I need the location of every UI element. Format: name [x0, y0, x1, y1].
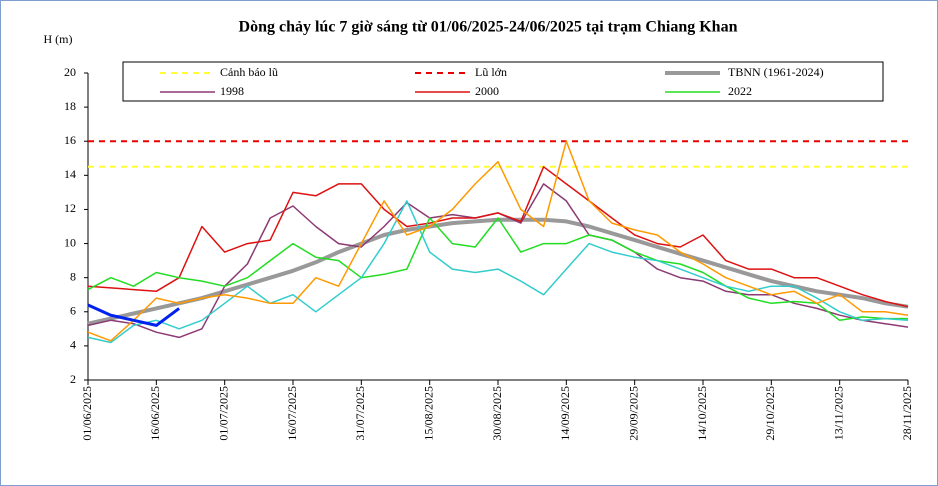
- legend-label: Lũ lớn: [475, 65, 507, 79]
- x-tick-label: 28/11/2025: [900, 386, 914, 440]
- chart-title: Dòng chảy lúc 7 giờ sáng từ 01/06/2025-2…: [239, 19, 738, 36]
- series-line: [87, 166, 909, 308]
- series-line: [87, 303, 180, 327]
- y-tick-label: 20: [64, 65, 76, 79]
- y-tick-label: 6: [70, 304, 76, 318]
- x-tick-label: 13/11/2025: [831, 386, 845, 440]
- x-tick-label: 14/10/2025: [695, 386, 709, 441]
- legend: [122, 61, 884, 102]
- y-axis-label: H (m): [44, 32, 73, 46]
- x-tick-label: 16/06/2025: [148, 386, 162, 441]
- y-tick-label: 8: [70, 269, 76, 283]
- series-line: [87, 217, 909, 326]
- x-tick-label: 29/09/2025: [626, 386, 640, 441]
- legend-label: 2000: [475, 84, 499, 98]
- series-line: [87, 217, 908, 322]
- y-tick-label: 18: [64, 99, 76, 113]
- x-tick-label: 01/06/2025: [80, 386, 94, 441]
- y-tick-label: 14: [64, 167, 76, 181]
- x-tick-label: 16/07/2025: [285, 386, 299, 441]
- x-tick-label: 29/10/2025: [763, 386, 777, 441]
- y-tick-label: 4: [70, 338, 76, 352]
- legend-label: TBNN (1961-2024): [728, 65, 824, 79]
- y-tick-label: 2: [70, 372, 76, 386]
- x-tick-label: 30/08/2025: [490, 386, 504, 441]
- legend-label: 1998: [220, 84, 244, 98]
- series-line: [87, 140, 909, 342]
- x-tick-label: 31/07/2025: [353, 386, 367, 441]
- legend-label: 2022: [728, 84, 752, 98]
- y-tick-label: 12: [64, 201, 76, 215]
- legend-label: Cảnh báo lũ: [220, 65, 278, 79]
- y-tick-label: 10: [64, 235, 76, 249]
- y-tick-label: 16: [64, 133, 76, 147]
- x-tick-label: 15/08/2025: [421, 386, 435, 441]
- x-tick-label: 14/09/2025: [558, 386, 572, 441]
- x-tick-label: 01/07/2025: [216, 386, 230, 441]
- series-line: [87, 200, 909, 344]
